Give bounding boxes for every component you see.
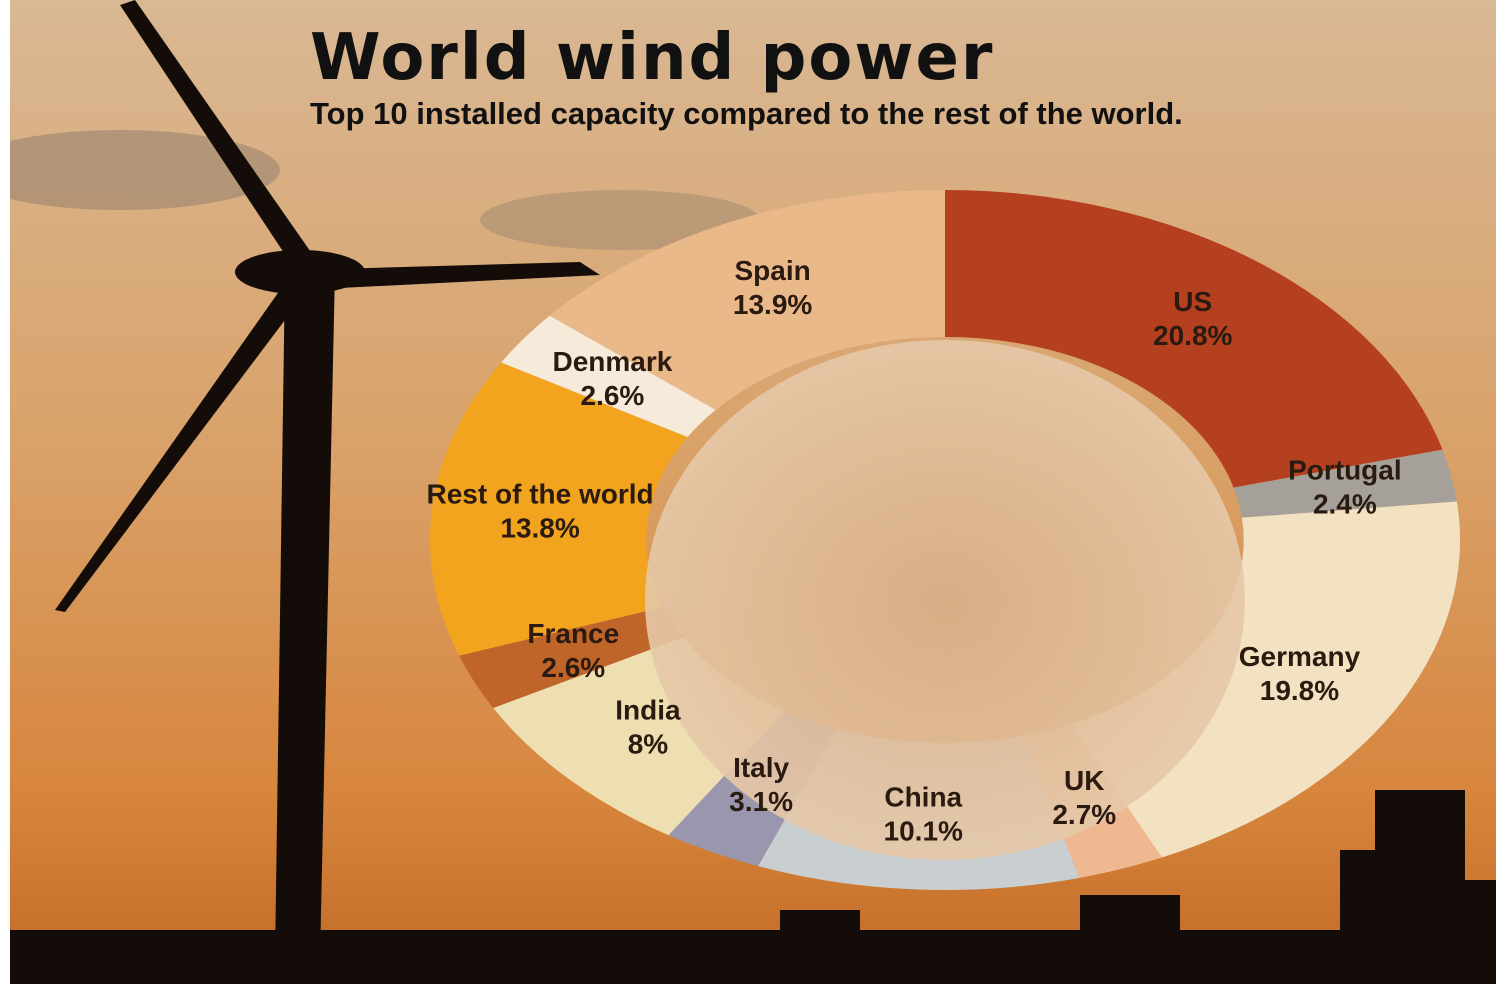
value-label: 20.8% xyxy=(1153,320,1232,351)
slice-label: Italy xyxy=(733,752,789,783)
value-label: 10.1% xyxy=(884,815,963,846)
value-label: 2.6% xyxy=(581,380,645,411)
tower xyxy=(275,270,335,960)
slice xyxy=(501,315,716,438)
slice xyxy=(1233,449,1457,518)
building xyxy=(1375,790,1465,940)
blade xyxy=(120,0,315,262)
value-label: 2.6% xyxy=(541,652,605,683)
cloud xyxy=(480,190,760,250)
slice-label: France xyxy=(527,618,619,649)
value-label: 13.8% xyxy=(500,512,579,543)
value-label: 3.1% xyxy=(729,786,793,817)
header: World wind power Top 10 installed capaci… xyxy=(310,22,1410,134)
slice-label: China xyxy=(884,781,962,812)
cloud xyxy=(0,130,280,210)
donut-hole xyxy=(645,340,1245,860)
chart-subtitle: Top 10 installed capacity compared to th… xyxy=(310,96,1183,131)
value-label: 19.8% xyxy=(1260,675,1339,706)
slice-label: UK xyxy=(1064,765,1104,796)
slice-label: Rest of the world xyxy=(427,478,654,509)
border xyxy=(0,0,10,984)
slice-label: Spain xyxy=(734,255,810,286)
slice xyxy=(549,190,945,410)
slice xyxy=(945,190,1443,488)
building xyxy=(1080,895,1180,935)
slice xyxy=(430,362,688,656)
slice-label: Denmark xyxy=(553,346,673,377)
value-label: 13.9% xyxy=(733,289,812,320)
ground xyxy=(0,930,1506,984)
slice-label: Germany xyxy=(1239,641,1361,672)
slice xyxy=(458,607,683,708)
border xyxy=(1496,0,1506,984)
value-label: 8% xyxy=(628,728,669,759)
chart-title: World wind power xyxy=(310,21,995,95)
slice-label: US xyxy=(1173,286,1212,317)
value-label: 2.4% xyxy=(1313,488,1377,519)
slice-label: India xyxy=(615,694,681,725)
value-label: 2.7% xyxy=(1052,799,1116,830)
blade xyxy=(300,262,600,290)
slice-label: Portugal xyxy=(1288,454,1402,485)
building xyxy=(780,910,860,935)
blade xyxy=(55,290,300,612)
